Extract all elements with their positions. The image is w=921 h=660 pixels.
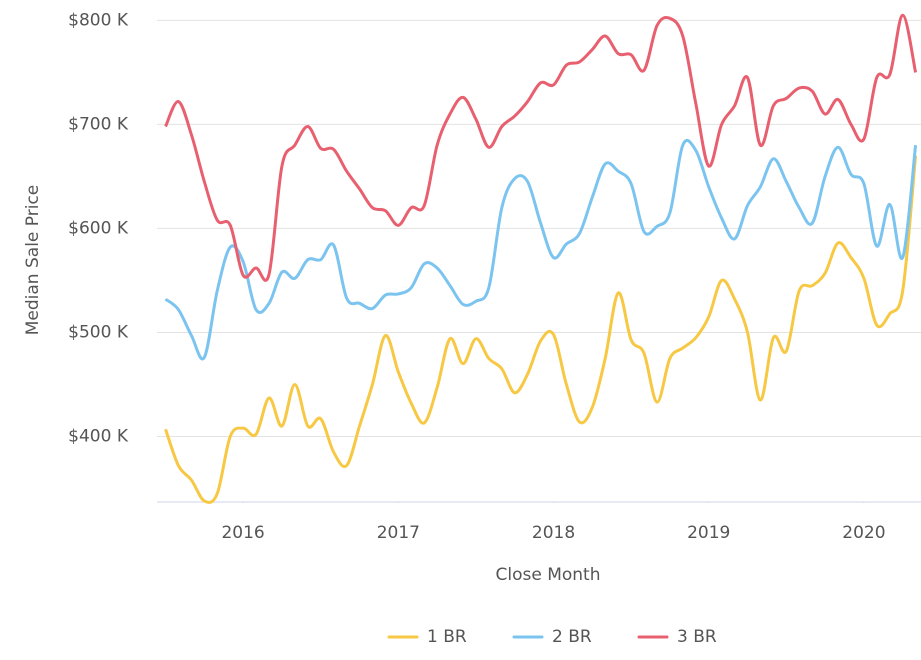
y-axis-label: Median Sale Price (23, 185, 43, 336)
series-line (164, 13, 918, 282)
plot-area (164, 13, 918, 504)
y-tick-label: $500 K (68, 322, 129, 342)
legend-label: 2 BR (552, 627, 592, 647)
x-tick-label: 2018 (532, 523, 575, 543)
x-tick-label: 2019 (687, 523, 730, 543)
y-tick-label: $700 K (68, 114, 129, 134)
legend-label: 1 BR (427, 627, 467, 647)
x-tick-label: 2017 (377, 523, 420, 543)
x-tick-label: 2020 (842, 523, 885, 543)
legend-label: 3 BR (677, 627, 717, 647)
y-tick-label: $800 K (68, 10, 129, 30)
y-tick-label: $400 K (68, 426, 129, 446)
x-tick-label: 2016 (221, 523, 264, 543)
series-line (164, 155, 918, 504)
y-tick-label: $600 K (68, 218, 129, 238)
x-axis-label: Close Month (496, 565, 601, 585)
series-line (164, 138, 918, 361)
